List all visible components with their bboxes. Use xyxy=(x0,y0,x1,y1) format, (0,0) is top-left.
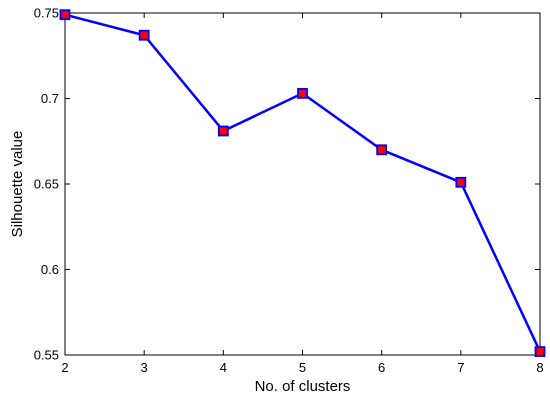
x-tick-label: 7 xyxy=(457,360,464,375)
x-tick-label: 8 xyxy=(536,360,543,375)
x-tick-label: 2 xyxy=(61,360,68,375)
tick-labels: 2 3 4 5 6 7 8 0.55 0.6 0.65 0.7 0.75 xyxy=(34,6,544,376)
data-point-marker xyxy=(534,346,546,357)
y-tick-label: 0.65 xyxy=(34,177,59,192)
x-tick-label: 6 xyxy=(378,360,385,375)
y-tick-label: 0.7 xyxy=(41,91,59,106)
plot-area-frame xyxy=(64,12,541,356)
y-tick-label: 0.75 xyxy=(34,6,59,21)
data-point-marker xyxy=(376,144,388,156)
data-point-marker xyxy=(297,87,308,99)
data-point-marker xyxy=(217,125,229,137)
y-tick-label: 0.6 xyxy=(41,262,59,277)
y-axis-label: Silhouette value xyxy=(9,131,26,238)
data-point-marker xyxy=(138,29,150,41)
x-tick-label: 4 xyxy=(220,360,227,375)
x-axis-label: No. of clusters xyxy=(255,378,351,395)
data-point-marker xyxy=(455,176,467,188)
x-tick-label: 3 xyxy=(141,360,148,375)
x-tick-label: 5 xyxy=(299,360,306,375)
axis-ticks xyxy=(64,12,541,356)
data-point-marker xyxy=(59,9,71,21)
series-line xyxy=(64,13,542,353)
series-layer xyxy=(59,9,546,357)
y-tick-label: 0.55 xyxy=(34,348,59,363)
